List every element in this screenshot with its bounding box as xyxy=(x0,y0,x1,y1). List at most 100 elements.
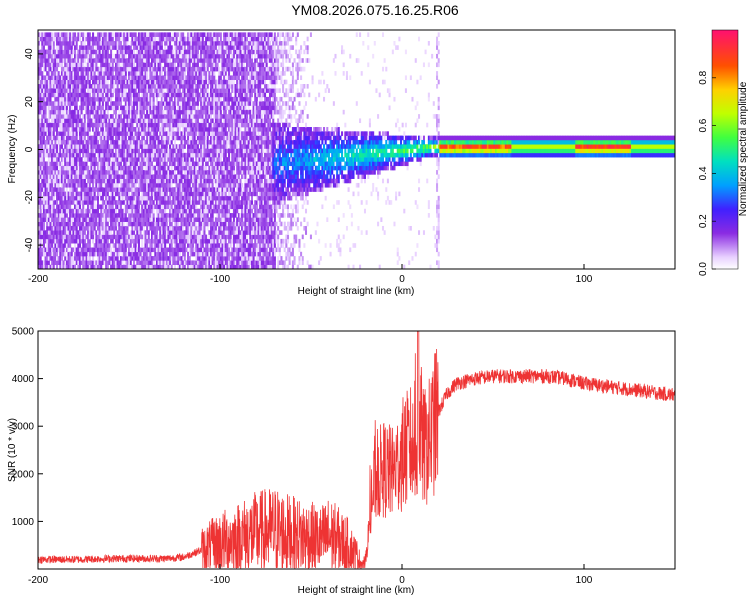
spectrogram-cell xyxy=(162,243,165,248)
spectrogram-cell xyxy=(152,118,155,124)
spectrogram-cell xyxy=(108,75,111,81)
spectrogram-cell xyxy=(105,32,108,37)
spectrogram-cell xyxy=(38,195,41,201)
spectrogram-cell xyxy=(106,182,109,188)
spectrogram-cell xyxy=(60,247,63,253)
spectrogram-cell xyxy=(147,178,150,184)
spectrogram-cell xyxy=(172,92,175,98)
spectrogram-cell xyxy=(136,178,139,184)
spectrogram-cell xyxy=(162,256,165,261)
spectrogram-cell xyxy=(190,213,193,218)
spectrogram-cell xyxy=(87,49,90,55)
spectrogram-cell xyxy=(62,96,65,102)
spectrogram-cell xyxy=(164,92,167,98)
spectrogram-cell xyxy=(178,40,181,46)
spectrogram-cell xyxy=(87,174,90,179)
spectrogram-cell xyxy=(101,32,104,37)
spectrogram-cell xyxy=(59,109,62,115)
spectrogram-cell xyxy=(113,105,116,111)
spectrogram-cell xyxy=(114,191,118,197)
spectrogram-cell xyxy=(46,58,49,63)
spectrogram-cell xyxy=(193,122,196,128)
spectrogram-cell xyxy=(87,105,90,111)
spectrogram-cell xyxy=(190,105,193,111)
spectrogram-cell xyxy=(152,157,155,162)
spectrogram-cell xyxy=(88,247,91,253)
spectrogram-cell xyxy=(170,71,173,76)
spectrogram-cell xyxy=(149,213,152,218)
spectrogram-cell xyxy=(113,247,116,253)
spectrogram-cell xyxy=(82,101,85,106)
spectrogram-cell xyxy=(108,200,111,205)
spectrogram-cell xyxy=(54,187,57,192)
spectrogram-cell xyxy=(159,32,162,37)
spectrogram-cell xyxy=(95,62,98,68)
spectrogram-cell xyxy=(188,32,191,37)
spectrogram-cell xyxy=(178,49,181,55)
spectrogram-cell xyxy=(136,114,139,119)
spectrogram-cell xyxy=(108,161,111,167)
spectrogram-cell xyxy=(187,182,190,188)
spectrogram-cell xyxy=(193,148,196,154)
spectrogram-cell xyxy=(44,217,47,222)
spectrogram-cell xyxy=(80,45,83,50)
spectrogram-cell xyxy=(114,36,118,42)
spectrogram-cell xyxy=(88,243,91,248)
spectrogram-cell xyxy=(172,260,175,265)
spectrogram-cell xyxy=(60,49,63,55)
spectrogram-cell xyxy=(154,187,157,192)
spectrogram-cell xyxy=(159,225,162,231)
spectrogram-cell xyxy=(196,187,199,192)
spectrogram-cell xyxy=(183,45,186,50)
spectrogram-cell xyxy=(100,40,103,46)
spectrogram-cell xyxy=(173,139,176,145)
spectrogram-cell xyxy=(137,84,140,89)
spectrogram-cell xyxy=(80,187,83,192)
spectrogram-cell xyxy=(164,114,167,119)
spectrogram-cell xyxy=(114,71,118,76)
spectrogram-cell xyxy=(119,71,122,76)
spectrogram-cell xyxy=(83,187,86,192)
spectrogram-cell xyxy=(128,66,131,72)
spectrogram-cell xyxy=(95,53,98,59)
spectrogram-cell xyxy=(193,234,196,240)
spectrogram-cell xyxy=(38,45,41,50)
spectrogram-cell xyxy=(90,105,93,111)
spectrogram-cell xyxy=(146,75,149,81)
spectrogram-cell xyxy=(134,135,137,141)
spectrogram-cell xyxy=(98,187,101,192)
spectrogram-cell xyxy=(201,230,204,235)
spectrogram-cell xyxy=(51,109,54,115)
spectrogram-cell xyxy=(77,66,80,72)
spectrogram-cell xyxy=(139,66,142,72)
spectrogram-cell xyxy=(198,53,201,59)
spectrogram-cell xyxy=(118,101,121,106)
spectrogram-cell xyxy=(101,217,104,222)
spectrogram-cell xyxy=(175,45,178,50)
spectrogram-cell xyxy=(134,139,137,145)
spectrogram-cell xyxy=(111,114,114,119)
spectrogram-cell xyxy=(56,96,59,102)
spectrogram-cell xyxy=(167,92,170,98)
spectrogram-cell xyxy=(185,49,188,55)
spectrogram-cell xyxy=(162,204,165,210)
spectrogram-cell xyxy=(169,71,172,76)
spectrogram-cell xyxy=(70,234,73,240)
spectrogram-cell xyxy=(56,178,59,184)
spectrogram-cell xyxy=(38,109,41,115)
spectrogram-cell xyxy=(38,114,41,119)
spectrogram-cell xyxy=(74,105,77,111)
spectrogram-cell xyxy=(196,79,199,85)
spectrogram-cell xyxy=(106,247,109,253)
spectrogram-cell xyxy=(62,191,65,197)
spectrogram-cell xyxy=(129,264,132,269)
spectrogram-cell xyxy=(49,247,52,253)
spectrogram-cell xyxy=(111,105,114,111)
spectrogram-cell xyxy=(85,200,88,205)
spectrogram-cell xyxy=(118,122,121,128)
spectrogram-cell xyxy=(144,230,147,235)
spectrogram-cell xyxy=(95,182,98,188)
spectrogram-cell xyxy=(88,200,91,205)
spectrogram-cell xyxy=(137,58,140,63)
spectrogram-cell xyxy=(175,49,178,55)
